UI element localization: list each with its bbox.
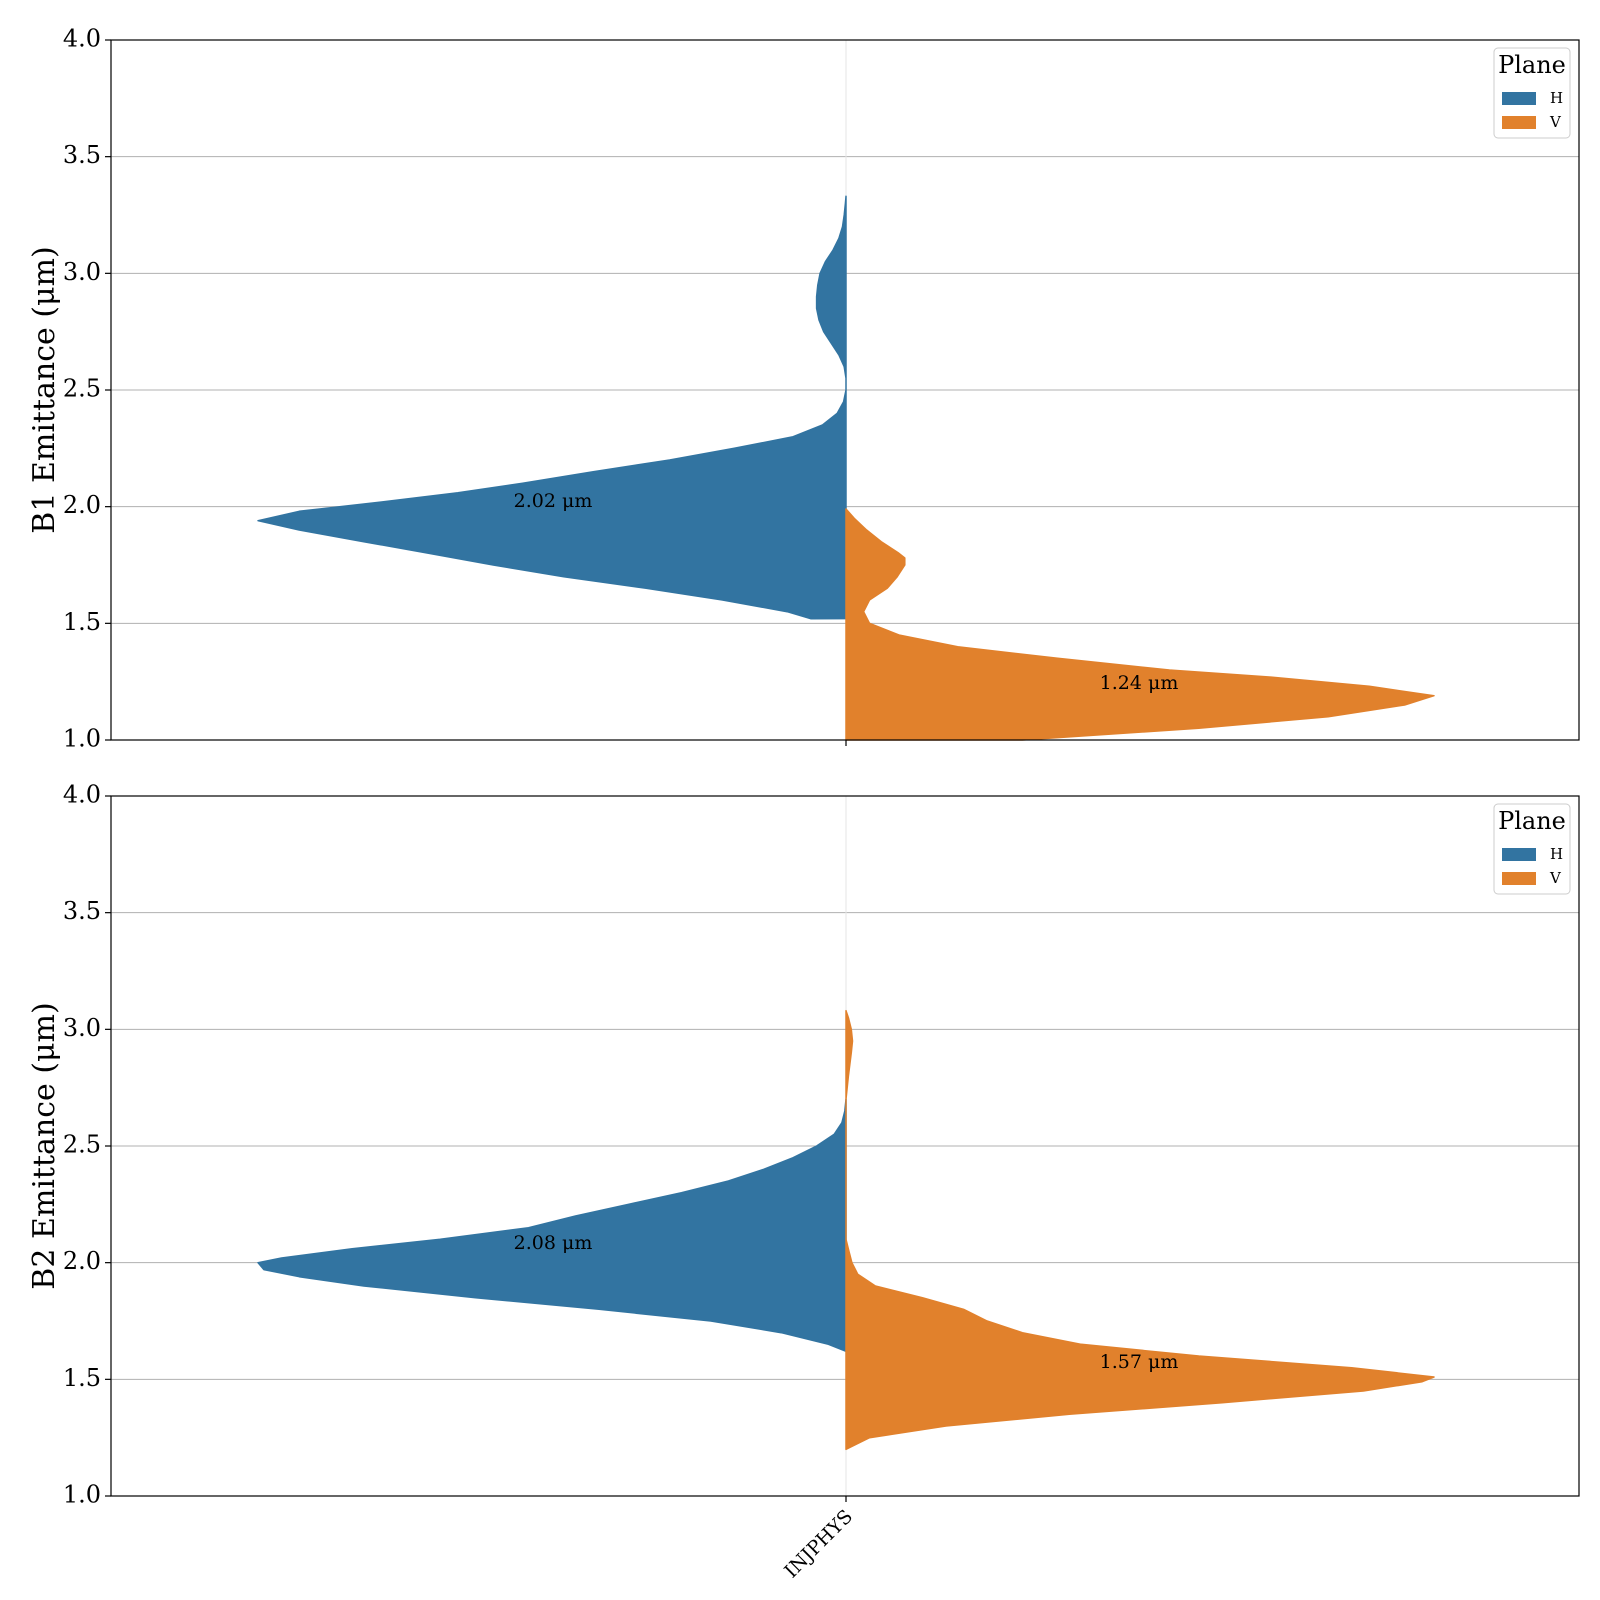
y-tick-label: 1.5 xyxy=(63,1364,101,1392)
y-tick-label: 2.0 xyxy=(63,1247,101,1275)
y-axis-title: B1 Emittance (μm) xyxy=(27,246,62,533)
y-tick-label: 1.5 xyxy=(63,608,101,636)
violin-h-half xyxy=(257,1098,847,1353)
y-tick-label: 3.0 xyxy=(63,258,101,286)
annotation-v: 1.24 μm xyxy=(1100,672,1179,694)
panel-1: 2.02 μm 1.24 μm 1.0 1.5 2.0 2.5 3.0 3.5 4.0 B1 Em… xyxy=(27,25,1580,753)
legend-label-v: V xyxy=(1549,869,1562,887)
legend: Plane HV xyxy=(1493,47,1571,139)
legend-swatch-v xyxy=(1502,116,1536,129)
legend: Plane HV xyxy=(1493,803,1571,895)
y-tick-label: 3.0 xyxy=(63,1014,101,1042)
panel-2: 2.08 μm 1.57 μm 1.0 1.5 2.0 2.5 3.0 3.5 4.0 B2 Em… xyxy=(27,781,1580,1509)
legend-swatch-h xyxy=(1502,848,1536,861)
y-tick-label: 1.0 xyxy=(63,725,101,753)
legend-swatch-h xyxy=(1502,92,1536,105)
violin-v-half xyxy=(845,1009,1435,1451)
y-tick-label: 2.5 xyxy=(63,375,101,403)
annotation-h: 2.08 μm xyxy=(514,1232,593,1254)
legend-label-v: V xyxy=(1549,113,1562,131)
legend-label-h: H xyxy=(1550,845,1563,863)
y-tick-label: 3.5 xyxy=(63,897,101,925)
legend-title: Plane xyxy=(1498,807,1566,835)
legend-title: Plane xyxy=(1498,51,1566,79)
y-tick-label: 4.0 xyxy=(63,781,101,809)
y-tick-label: 1.0 xyxy=(63,1481,101,1509)
annotation-h: 2.02 μm xyxy=(514,490,593,512)
y-axis-title: B2 Emittance (μm) xyxy=(27,1002,62,1289)
annotation-v: 1.57 μm xyxy=(1100,1351,1179,1373)
violin-h-half xyxy=(257,195,847,620)
y-tick-label: 2.0 xyxy=(63,491,101,519)
y-tick-label: 3.5 xyxy=(63,141,101,169)
y-tick-label: 2.5 xyxy=(63,1131,101,1159)
violin-v-half xyxy=(845,508,1435,741)
y-tick-label: 4.0 xyxy=(63,25,101,53)
legend-label-h: H xyxy=(1550,89,1563,107)
x-category-label: INJPHYS xyxy=(780,1506,857,1583)
legend-swatch-v xyxy=(1502,872,1536,885)
